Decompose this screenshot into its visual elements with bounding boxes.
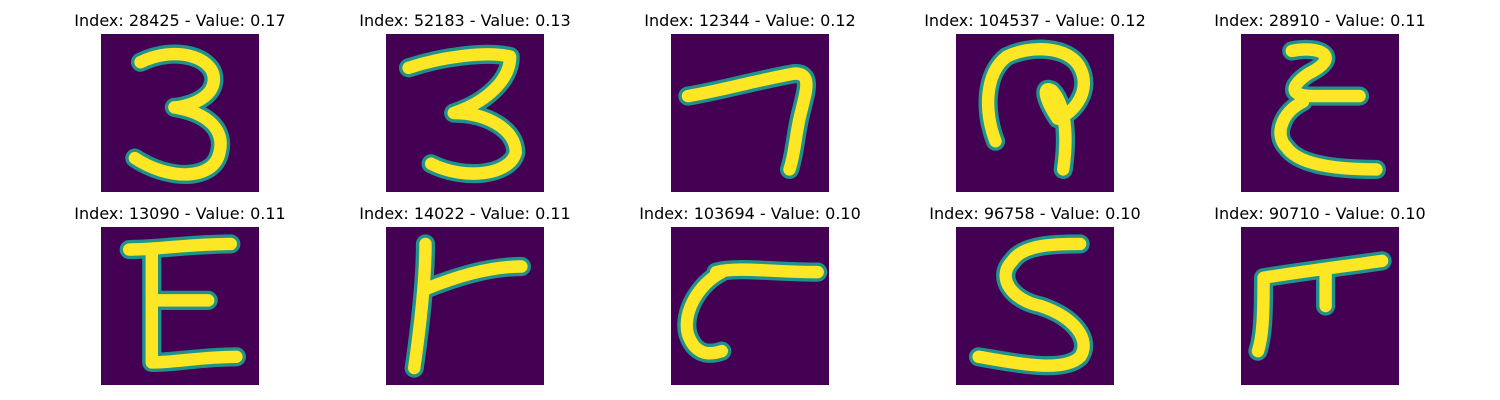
image-title: Index: 28910 - Value: 0.11 <box>1214 11 1426 30</box>
glyph-image <box>671 227 829 385</box>
glyph-image <box>1241 34 1399 192</box>
image-title: Index: 96758 - Value: 0.10 <box>929 204 1141 223</box>
letter-image <box>101 227 259 385</box>
image-title: Index: 12344 - Value: 0.12 <box>644 11 856 30</box>
image-title: Index: 13090 - Value: 0.11 <box>74 204 286 223</box>
image-title: Index: 90710 - Value: 0.10 <box>1214 204 1426 223</box>
letter-image <box>386 227 544 385</box>
digit-image <box>101 34 259 192</box>
image-title: Index: 52183 - Value: 0.13 <box>359 11 571 30</box>
digit-image <box>386 34 544 192</box>
image-title: Index: 103694 - Value: 0.10 <box>639 204 861 223</box>
digit-image <box>671 34 829 192</box>
digit-image <box>956 227 1114 385</box>
glyph-image <box>956 34 1114 192</box>
image-title: Index: 14022 - Value: 0.11 <box>359 204 571 223</box>
image-title: Index: 28425 - Value: 0.17 <box>74 11 286 30</box>
image-title: Index: 104537 - Value: 0.12 <box>924 11 1146 30</box>
letter-image <box>1241 227 1399 385</box>
